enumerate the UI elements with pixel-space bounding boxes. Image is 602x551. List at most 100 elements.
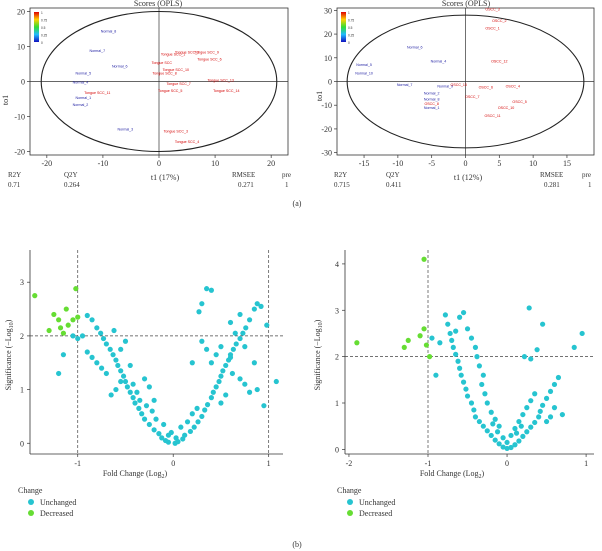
volcano1-point-unchanged (189, 411, 195, 417)
volcano2-point-unchanged (528, 356, 534, 362)
opls1-r2y-label: R2Y (8, 171, 21, 179)
opls1-point-label: Tongue SCC_13 (208, 79, 234, 83)
opls2-ytick-label: 10 (324, 54, 332, 63)
volcano2-point-unchanged (447, 330, 453, 337)
volcano1-point-unchanged (213, 384, 219, 390)
volcano1-point-unchanged (261, 403, 267, 409)
opls2-q2y-label: Q2Y (386, 171, 400, 179)
volcano1-point-unchanged (89, 354, 95, 360)
opls1-hotelling-ellipse (40, 10, 278, 153)
volcano1-point-unchanged (115, 362, 121, 369)
opls1-q2y-value: 0.264 (64, 181, 80, 189)
volcano1-point-unchanged (246, 389, 253, 395)
volcano1-xlabel: Fold Change (Log2) (103, 469, 168, 480)
volcano1-point-unchanged (139, 411, 145, 417)
opls1-colorbar-label: 0 (41, 41, 43, 45)
volcano1-point-unchanged (237, 311, 243, 318)
volcano1-point-unchanged (264, 322, 270, 328)
volcano1-point-unchanged (240, 330, 246, 336)
volcano2-point-unchanged (476, 418, 482, 425)
volcano1-point-unchanged (111, 327, 117, 334)
volcano1-point-unchanged (199, 338, 205, 344)
opls2-rmsee-label: RMSEE (540, 171, 563, 179)
volcano1-point-unchanged (195, 419, 201, 425)
volcano2-ytick-label: 3 (335, 306, 339, 315)
opls1-rmsee-label: RMSEE (232, 171, 255, 179)
opls1-point-label: Normal_5 (75, 72, 91, 76)
volcano1-point-unchanged (56, 370, 62, 377)
opls1-point-label: Normal_3 (118, 128, 134, 132)
volcano2-point-unchanged (571, 344, 577, 350)
volcano1-point-unchanged (218, 373, 224, 379)
volcano2-point-unchanged (504, 445, 510, 452)
opls1-point-label: Tongue SCC_6 (197, 58, 221, 62)
volcano1-ytick-label: 3 (20, 278, 24, 287)
volcano2-point-unchanged (449, 337, 455, 344)
opls2-ytick-label: -30 (321, 149, 332, 158)
legend-left-title: Change (18, 486, 43, 495)
volcano1-point-unchanged (161, 421, 167, 428)
opls2-point-label: OSCC_13 (451, 83, 467, 87)
legend-left-unchanged-swatch (28, 499, 34, 505)
opls1-plot: -20 -10 0 10 20 -20 -10 0 10 20 1 0.75 0.5 0.25 0 Norma… (14, 8, 289, 168)
opls2-ytick-label: -10 (321, 101, 332, 110)
volcano1-point-unchanged (237, 335, 243, 342)
volcano2-xtick-label: 0 (505, 459, 509, 468)
volcano2-point-unchanged (532, 419, 538, 426)
opls1-point-label: Tongue SCC_7 (166, 82, 190, 86)
volcano1-ytick-label: 2 (20, 332, 24, 341)
volcano2-ytick-label: 1 (335, 399, 339, 408)
volcano2-ytick-label: 2 (335, 353, 339, 362)
volcano1-point-unchanged (232, 330, 238, 336)
opls2-point-label: OSCC_12 (491, 60, 507, 64)
volcano1-point-unchanged (120, 373, 127, 379)
volcano1-point-unchanged (130, 381, 136, 387)
volcano1-point-unchanged (130, 395, 136, 401)
volcano1-point-unchanged (223, 392, 229, 398)
volcano2-point-unchanged (520, 433, 526, 439)
volcano1-point-unchanged (243, 325, 249, 331)
volcano1-point-unchanged (189, 360, 195, 366)
opls1-point-label: Tongue SCC_5 (158, 89, 182, 93)
volcano2-point-unchanged (513, 430, 520, 436)
opls1-point-label: Tongue SCC_3 (164, 129, 188, 133)
volcano1-point-unchanged (141, 416, 148, 422)
volcano1-point-unchanged (84, 312, 90, 319)
volcano1-point-unchanged (237, 376, 243, 382)
legend-right-unchanged-swatch (347, 499, 353, 505)
volcano2-point-unchanged (464, 393, 471, 399)
volcano1-point-unchanged (254, 301, 260, 307)
opls1-xtick-label: 0 (157, 159, 161, 168)
opls1-ylabel: to1 (1, 95, 10, 105)
volcano2-point-unchanged (458, 372, 464, 378)
volcano2-point-unchanged (516, 438, 522, 444)
volcano1-point-unchanged (208, 360, 214, 366)
volcano2-ylabel: Significance (−Log10) (313, 319, 324, 390)
opls1-point-label: Normal_4 (73, 80, 89, 84)
opls1-xlabel: t1 (17%) (151, 173, 180, 182)
opls2-point-label: OSCC_1 (485, 26, 499, 30)
volcano1-point-decreased (46, 327, 52, 334)
opls2-r2y-value: 0.715 (334, 181, 350, 189)
volcano2-point-unchanged (559, 411, 565, 418)
volcano2-point-unchanged (534, 347, 540, 353)
legend-right-unchanged-label: Unchanged (359, 498, 395, 507)
opls2-colorbar-label: 0.5 (348, 26, 353, 30)
opls2-hotelling-ellipse (346, 14, 585, 149)
volcano1-point-unchanged (146, 384, 152, 390)
opls2-colorbar-label: 0.75 (348, 19, 354, 23)
volcano2-point-decreased (354, 340, 360, 346)
volcano2-point-unchanged (484, 400, 490, 406)
opls2-xtick-label: 10 (529, 159, 537, 168)
volcano1-point-unchanged (178, 424, 184, 430)
opls2-xtick-label: 5 (497, 159, 501, 168)
volcano1-point-unchanged (75, 335, 81, 342)
opls1-point-label: Tongue SCC_10 (163, 68, 189, 72)
opls2-point-label: Normal_10 (355, 71, 373, 75)
volcano1-point-unchanged (127, 362, 133, 369)
volcano2-point-unchanged (429, 335, 435, 341)
volcano1-point-unchanged (136, 405, 142, 411)
opls2-point-label: OSCC_7 (465, 95, 479, 99)
volcano2-xlabel: Fold Change (Log2) (420, 469, 485, 480)
